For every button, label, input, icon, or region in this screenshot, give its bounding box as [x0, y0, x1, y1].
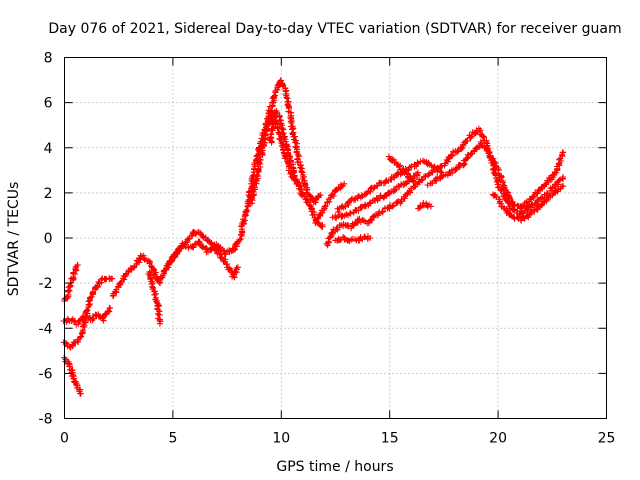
- x-tick-label: 10: [272, 431, 290, 447]
- data-track-5: [145, 269, 164, 327]
- data-track-12: [323, 167, 437, 249]
- y-tick-label: 0: [44, 231, 53, 247]
- x-tick-label: 0: [60, 431, 69, 447]
- y-tick-label: 6: [44, 96, 53, 112]
- y-tick-label: -4: [39, 321, 53, 337]
- data-track-11: [312, 180, 348, 227]
- x-tick-label: 25: [598, 431, 616, 447]
- data-track-3: [60, 304, 113, 328]
- y-axis-label: SDTVAR / TECUs: [6, 182, 22, 297]
- x-axis-label: GPS time / hours: [276, 459, 393, 475]
- y-tick-label: 2: [44, 186, 53, 202]
- data-series: [60, 77, 567, 397]
- y-tick-label: 4: [44, 141, 53, 157]
- data-track-8: [230, 77, 324, 254]
- data-track-10: [266, 108, 326, 230]
- data-track-6: [156, 229, 241, 285]
- y-tick-label: -6: [39, 366, 53, 382]
- data-track-20: [489, 183, 567, 224]
- x-tick-label: 5: [168, 431, 177, 447]
- axes: 0 5 10 15 20 25 -8 -6 -4 -2 0 2 4 6 8: [39, 51, 616, 447]
- plot-frame: [64, 57, 607, 419]
- data-track-4: [109, 252, 164, 299]
- data-track-14: [334, 157, 445, 216]
- data-track-19: [434, 125, 567, 218]
- data-track-16: [385, 153, 417, 185]
- data-track-17: [415, 200, 434, 212]
- data-track-13: [332, 233, 374, 245]
- data-track-7: [161, 238, 237, 274]
- y-tick-label: -2: [39, 276, 53, 292]
- x-tick-label: 15: [381, 431, 399, 447]
- y-tick-label: 8: [44, 51, 53, 67]
- x-tick-label: 20: [489, 431, 507, 447]
- y-tick-label: -8: [39, 412, 53, 428]
- chart-title: Day 076 of 2021, Sidereal Day-to-day VTE…: [48, 21, 621, 37]
